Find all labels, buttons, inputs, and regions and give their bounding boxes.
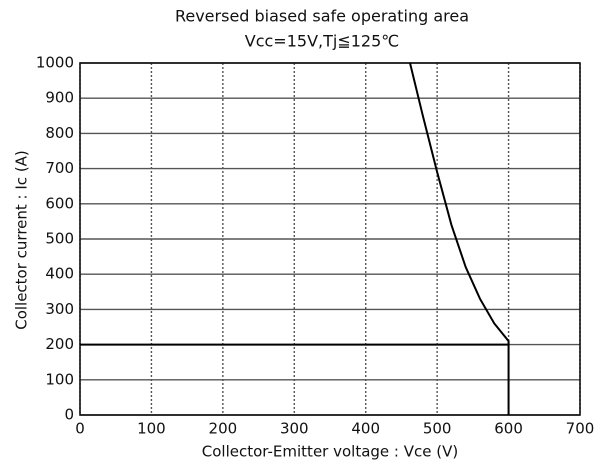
x-tick-label: 300 — [280, 420, 309, 438]
x-axis-label: Collector-Emitter voltage : Vce (V) — [202, 443, 458, 461]
chart-title: Reversed biased safe operating area — [175, 7, 469, 26]
y-axis-label: Collector current : Ic (A) — [13, 150, 31, 330]
y-tick-label: 0 — [64, 406, 74, 424]
x-tick-label: 100 — [137, 420, 166, 438]
y-tick-label: 100 — [45, 370, 74, 388]
x-tick-label: 0 — [75, 420, 85, 438]
y-tick-label: 600 — [45, 194, 74, 212]
y-tick-label: 1000 — [36, 54, 74, 72]
x-tick-label: 500 — [423, 420, 452, 438]
y-tick-label: 200 — [45, 335, 74, 353]
y-tick-label: 900 — [45, 89, 74, 107]
chart-subtitle: Vcc=15V,Tj≦125℃ — [245, 32, 400, 51]
y-tick-label: 500 — [45, 230, 74, 248]
x-tick-label: 200 — [209, 420, 238, 438]
y-tick-label: 400 — [45, 265, 74, 283]
line-series — [409, 62, 510, 415]
x-tick-label: 400 — [351, 420, 380, 438]
x-tick-label: 700 — [566, 420, 595, 438]
y-tick-label: 300 — [45, 300, 74, 318]
x-tick-label: 600 — [494, 420, 523, 438]
plot-frame — [79, 62, 581, 416]
y-tick-label: 700 — [45, 159, 74, 177]
y-tick-label: 800 — [45, 124, 74, 142]
